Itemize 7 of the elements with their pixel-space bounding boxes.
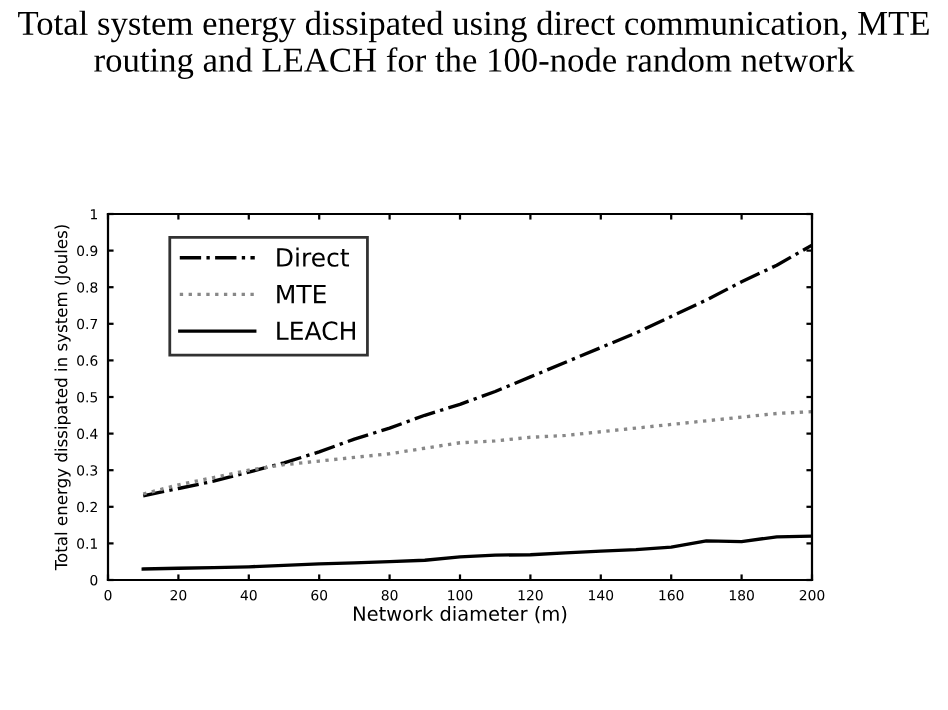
y-axis-title: Total energy dissipated in system (Joules) [54,225,71,571]
legend-label: MTE [277,284,326,304]
legend-label: Direct [277,247,350,267]
legend-label: LEACH [277,321,355,341]
chart-title: Total system energy dissipated using direct communication, MTE routing and LEACH for the 100-node random network [18,10,929,80]
x-axis-title: Network diameter (m) [354,605,567,624]
line-series [141,409,812,496]
